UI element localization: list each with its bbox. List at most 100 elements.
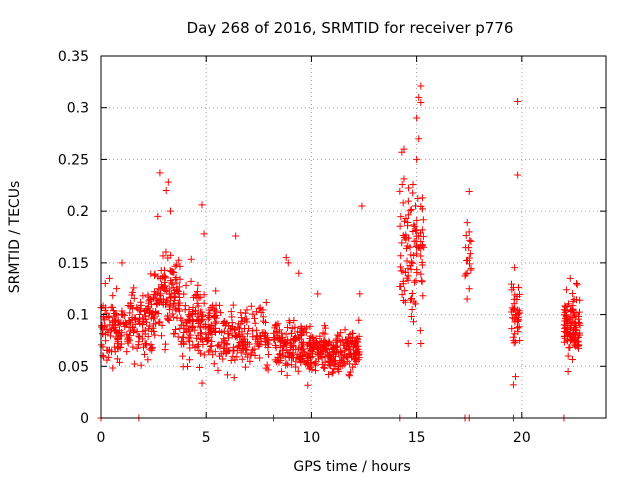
data-point [139, 292, 147, 300]
data-point [413, 216, 421, 224]
data-point [401, 298, 409, 306]
data-point [141, 308, 149, 316]
data-point [237, 320, 245, 328]
data-point [343, 358, 351, 366]
data-point [220, 335, 228, 343]
data-point [406, 296, 414, 304]
data-point [405, 184, 413, 192]
data-point [396, 263, 404, 271]
data-point [404, 218, 412, 226]
x-tick-label: 15 [408, 430, 426, 446]
data-point [176, 275, 184, 283]
data-point [276, 350, 284, 358]
data-point [512, 373, 520, 381]
data-point [511, 264, 519, 272]
data-point [203, 334, 211, 342]
data-point [412, 277, 420, 285]
data-point [294, 328, 302, 336]
data-point [129, 323, 137, 331]
data-point [412, 250, 420, 258]
data-point [404, 265, 412, 273]
data-point [568, 356, 576, 364]
data-point [224, 334, 232, 342]
data-point [170, 268, 178, 276]
data-point [570, 295, 578, 303]
data-point [416, 327, 424, 335]
data-point [330, 347, 338, 355]
data-point [287, 330, 295, 338]
y-tick-label: 0.15 [58, 256, 89, 272]
data-point [101, 280, 109, 288]
data-point [171, 329, 179, 337]
y-tick-label: 0.1 [67, 308, 89, 324]
data-point [157, 267, 165, 274]
data-point [408, 305, 416, 313]
data-point [403, 257, 411, 265]
data-point [299, 341, 307, 349]
data-point [408, 290, 416, 298]
data-point [283, 371, 291, 379]
data-point [463, 219, 471, 227]
data-point [233, 353, 241, 361]
data-point [400, 296, 408, 304]
data-point [253, 333, 261, 341]
data-point [114, 344, 122, 352]
data-point [214, 342, 222, 350]
data-point [562, 286, 570, 294]
data-point [256, 304, 264, 312]
data-point [112, 333, 120, 341]
data-point [396, 187, 404, 195]
data-point [192, 306, 200, 314]
data-point [569, 331, 577, 339]
data-point [510, 315, 518, 323]
data-point [507, 308, 515, 316]
data-point [576, 296, 584, 304]
data-point [232, 232, 240, 240]
data-point [562, 311, 570, 319]
data-point [182, 318, 190, 326]
data-point [465, 187, 473, 195]
data-point [143, 305, 151, 313]
data-point [277, 357, 285, 365]
data-point [194, 281, 202, 289]
data-point [573, 280, 581, 288]
data-point [233, 347, 241, 355]
data-point [514, 314, 522, 322]
x-axis-label: GPS time / hours [293, 459, 410, 475]
data-point [164, 178, 172, 186]
data-point [298, 354, 306, 362]
data-point [264, 351, 272, 359]
data-point [126, 319, 134, 327]
data-point [336, 329, 344, 337]
data-point [172, 325, 180, 333]
data-point [181, 302, 189, 310]
data-point [277, 337, 285, 345]
data-point [326, 362, 334, 370]
data-point [576, 321, 584, 329]
data-point [353, 338, 361, 346]
data-point [355, 356, 363, 364]
data-point [312, 335, 320, 343]
data-point [171, 304, 179, 312]
data-point [126, 299, 134, 307]
data-point [208, 342, 216, 350]
data-point [342, 344, 350, 352]
data-point [151, 313, 159, 321]
data-point [252, 308, 260, 316]
data-point [130, 294, 138, 302]
data-point [397, 213, 405, 221]
data-point [186, 312, 194, 320]
data-point [175, 256, 183, 264]
data-point [217, 309, 225, 317]
data-point [204, 311, 212, 319]
data-point [173, 261, 181, 269]
data-point [567, 337, 575, 345]
data-point [183, 363, 191, 371]
data-point [183, 328, 191, 336]
data-point [223, 348, 231, 356]
data-point [398, 181, 406, 189]
data-point [249, 346, 257, 354]
data-point [227, 308, 235, 316]
data-point [249, 327, 257, 335]
data-point [418, 205, 426, 213]
